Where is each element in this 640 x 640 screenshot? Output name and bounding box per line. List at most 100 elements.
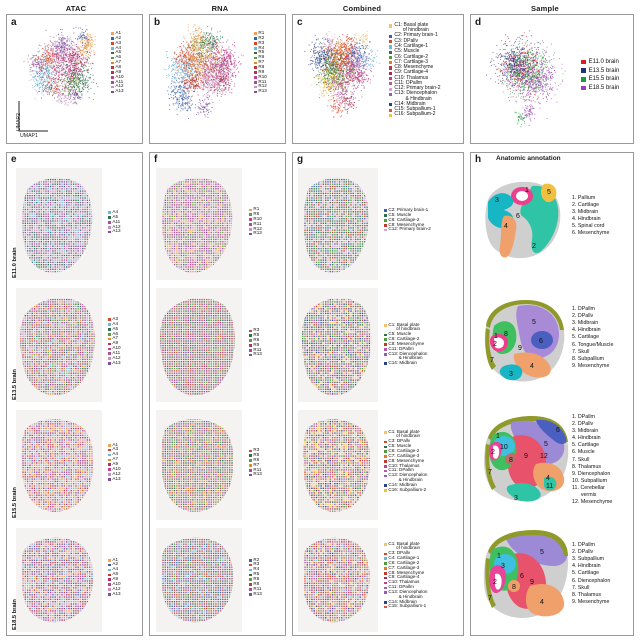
legend-item[interactable]: C13: Diencephalon & Hindbrain	[384, 472, 427, 482]
spatial-tissue-map[interactable]	[298, 288, 378, 402]
spatial-tissue-map[interactable]	[156, 410, 242, 520]
legend-item[interactable]: C5: Muscle	[389, 49, 441, 54]
legend-item[interactable]: A4	[108, 321, 121, 327]
spatial-tissue-map[interactable]	[16, 168, 102, 280]
legend-item[interactable]: A10	[111, 74, 124, 80]
legend-item[interactable]: C8: Mesenchyme	[384, 570, 427, 576]
spatial-tissue-map[interactable]	[16, 410, 102, 520]
legend-item[interactable]: R8	[254, 64, 267, 70]
legend-item[interactable]: R5	[254, 50, 267, 55]
legend-item[interactable]: C6: Cartilage-2	[389, 54, 441, 60]
legend-item[interactable]: A2	[111, 35, 124, 41]
legend-item[interactable]: A13	[108, 360, 121, 366]
legend-item[interactable]: A1	[108, 442, 121, 448]
legend-item[interactable]: A12	[108, 471, 121, 477]
legend-item[interactable]: C15: Subpallium-1	[384, 604, 427, 609]
legend-item[interactable]: R9	[254, 69, 267, 75]
legend-item[interactable]: A11	[108, 350, 121, 356]
spatial-tissue-map[interactable]	[156, 288, 242, 402]
legend-item[interactable]: C7: Cartilage-3	[384, 453, 427, 459]
legend-item[interactable]: R1	[254, 30, 267, 36]
legend-item[interactable]: R3	[249, 327, 262, 333]
legend-item[interactable]: R9	[249, 342, 262, 348]
spatial-tissue-map[interactable]	[298, 168, 378, 280]
legend-item[interactable]: A12	[108, 224, 121, 230]
legend-item[interactable]: C6: Cartilage-2	[384, 560, 427, 566]
legend-item[interactable]: A5	[108, 214, 121, 220]
legend-item[interactable]: R6	[249, 337, 262, 343]
legend-item[interactable]: A4	[108, 209, 121, 215]
legend-item[interactable]: R11	[254, 79, 267, 85]
legend-item[interactable]: R11	[249, 347, 262, 353]
legend-item[interactable]: C10: Thalamus	[384, 463, 427, 469]
legend-item[interactable]: R5	[249, 452, 262, 458]
legend-item[interactable]: E13.5 brain	[581, 68, 619, 74]
legend-item[interactable]: C2: Primary brain-1	[389, 33, 441, 38]
legend-item[interactable]: C14: Midbrain	[389, 101, 441, 107]
legend-item[interactable]: A12	[111, 84, 124, 89]
legend-item[interactable]: A6	[108, 331, 121, 337]
spatial-tissue-map[interactable]	[156, 168, 242, 280]
legend-item[interactable]: R2	[254, 35, 267, 41]
legend-item[interactable]: C11: DPallm	[384, 584, 427, 590]
legend-item[interactable]: C15: Subpallium-1	[389, 107, 441, 112]
legend-item[interactable]: E18.5 brain	[581, 85, 619, 91]
legend-item[interactable]: R13	[254, 89, 267, 94]
legend-item[interactable]: A7	[111, 59, 124, 65]
legend-item[interactable]: A9	[108, 576, 121, 582]
legend-item[interactable]: A6	[111, 55, 124, 60]
legend-item[interactable]: A3	[108, 316, 121, 322]
legend-item[interactable]: R7	[249, 462, 262, 468]
legend-item[interactable]: R5	[249, 332, 262, 338]
legend-item[interactable]: A10	[108, 345, 121, 351]
legend-item[interactable]: A7	[108, 336, 121, 341]
legend-item[interactable]: C1: Basal plate of hindbrain	[384, 541, 427, 551]
legend-item[interactable]: A12	[108, 355, 121, 361]
spatial-tissue-map[interactable]	[16, 288, 102, 402]
legend-item[interactable]: C1: Basal plate of hindbrain	[384, 429, 427, 439]
legend-item[interactable]: C4: Cartilage-1	[384, 555, 427, 561]
legend-item[interactable]: R13	[249, 591, 262, 597]
legend-item[interactable]: C8: Mesenchyme	[384, 458, 427, 464]
legend-item[interactable]: E15.5 brain	[581, 76, 619, 82]
spatial-tissue-map[interactable]	[16, 528, 102, 632]
legend-item[interactable]: A3	[111, 40, 124, 46]
legend-item[interactable]: R13	[249, 231, 262, 236]
legend-item[interactable]: A4	[108, 567, 121, 572]
legend-item[interactable]: A8	[108, 571, 121, 577]
legend-item[interactable]: A11	[111, 79, 124, 85]
legend-item[interactable]: C8: Mesenchyme	[384, 222, 431, 228]
legend-item[interactable]: R6	[254, 55, 267, 60]
legend-item[interactable]: R11	[249, 467, 262, 473]
legend-item[interactable]: E11.0 brain	[581, 59, 619, 65]
legend-item[interactable]: A9	[108, 341, 121, 346]
legend-item[interactable]: R2	[249, 557, 262, 563]
legend-item[interactable]: C9: Cartilage-4	[384, 575, 427, 580]
legend-item[interactable]: R4	[249, 567, 262, 572]
legend-item[interactable]: A4	[111, 45, 124, 51]
legend-item[interactable]: A1	[111, 30, 124, 36]
legend-item[interactable]: R12	[254, 84, 267, 89]
legend-item[interactable]: C8: Mesenchyme	[389, 64, 441, 70]
legend-item[interactable]: A13	[108, 229, 121, 234]
legend-item[interactable]: R7	[254, 59, 267, 65]
legend-item[interactable]: C10: Thalamus	[389, 75, 441, 81]
legend-item[interactable]: A13	[108, 476, 121, 482]
legend-item[interactable]: R11	[249, 586, 262, 592]
legend-item[interactable]: R13	[249, 352, 262, 357]
legend-item[interactable]: A7	[108, 456, 121, 462]
legend-item[interactable]: C14: Midbrain	[384, 360, 427, 366]
legend-item[interactable]: A8	[111, 64, 124, 70]
legend-item[interactable]: C5: Muscle	[384, 331, 427, 337]
legend-item[interactable]: C11: DPallm	[384, 468, 427, 473]
legend-item[interactable]: C6: Cartilage-2	[384, 336, 427, 342]
legend-item[interactable]: C1: Basal plate of hindbrain	[384, 322, 427, 332]
legend-item[interactable]: A12	[108, 586, 121, 592]
legend-item[interactable]: C1: Basal plate of hindbrain	[389, 22, 441, 33]
legend-item[interactable]: R8	[249, 581, 262, 587]
legend-item[interactable]: C5: Muscle	[384, 443, 427, 449]
legend-item[interactable]: C6: Cartilage-2	[384, 217, 431, 223]
legend-item[interactable]: C7: Cartilage-3	[389, 59, 441, 65]
